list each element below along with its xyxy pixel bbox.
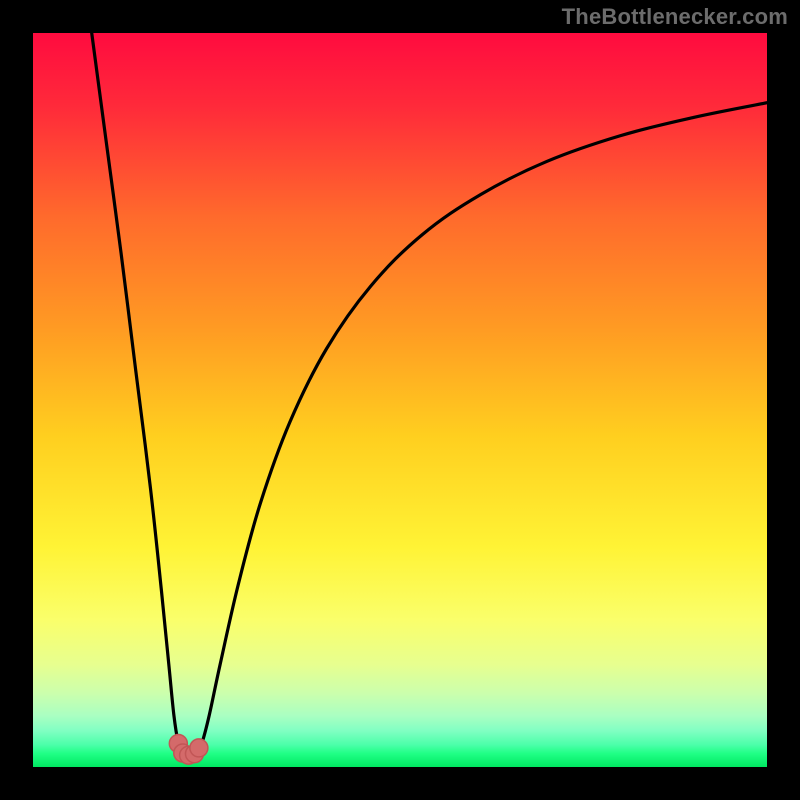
curve-layer <box>33 33 767 767</box>
trough-marker <box>190 739 208 757</box>
watermark-text: TheBottlenecker.com <box>562 4 788 30</box>
outer-frame: TheBottlenecker.com <box>0 0 800 800</box>
bottleneck-curve <box>92 33 767 756</box>
plot-area <box>33 33 767 767</box>
